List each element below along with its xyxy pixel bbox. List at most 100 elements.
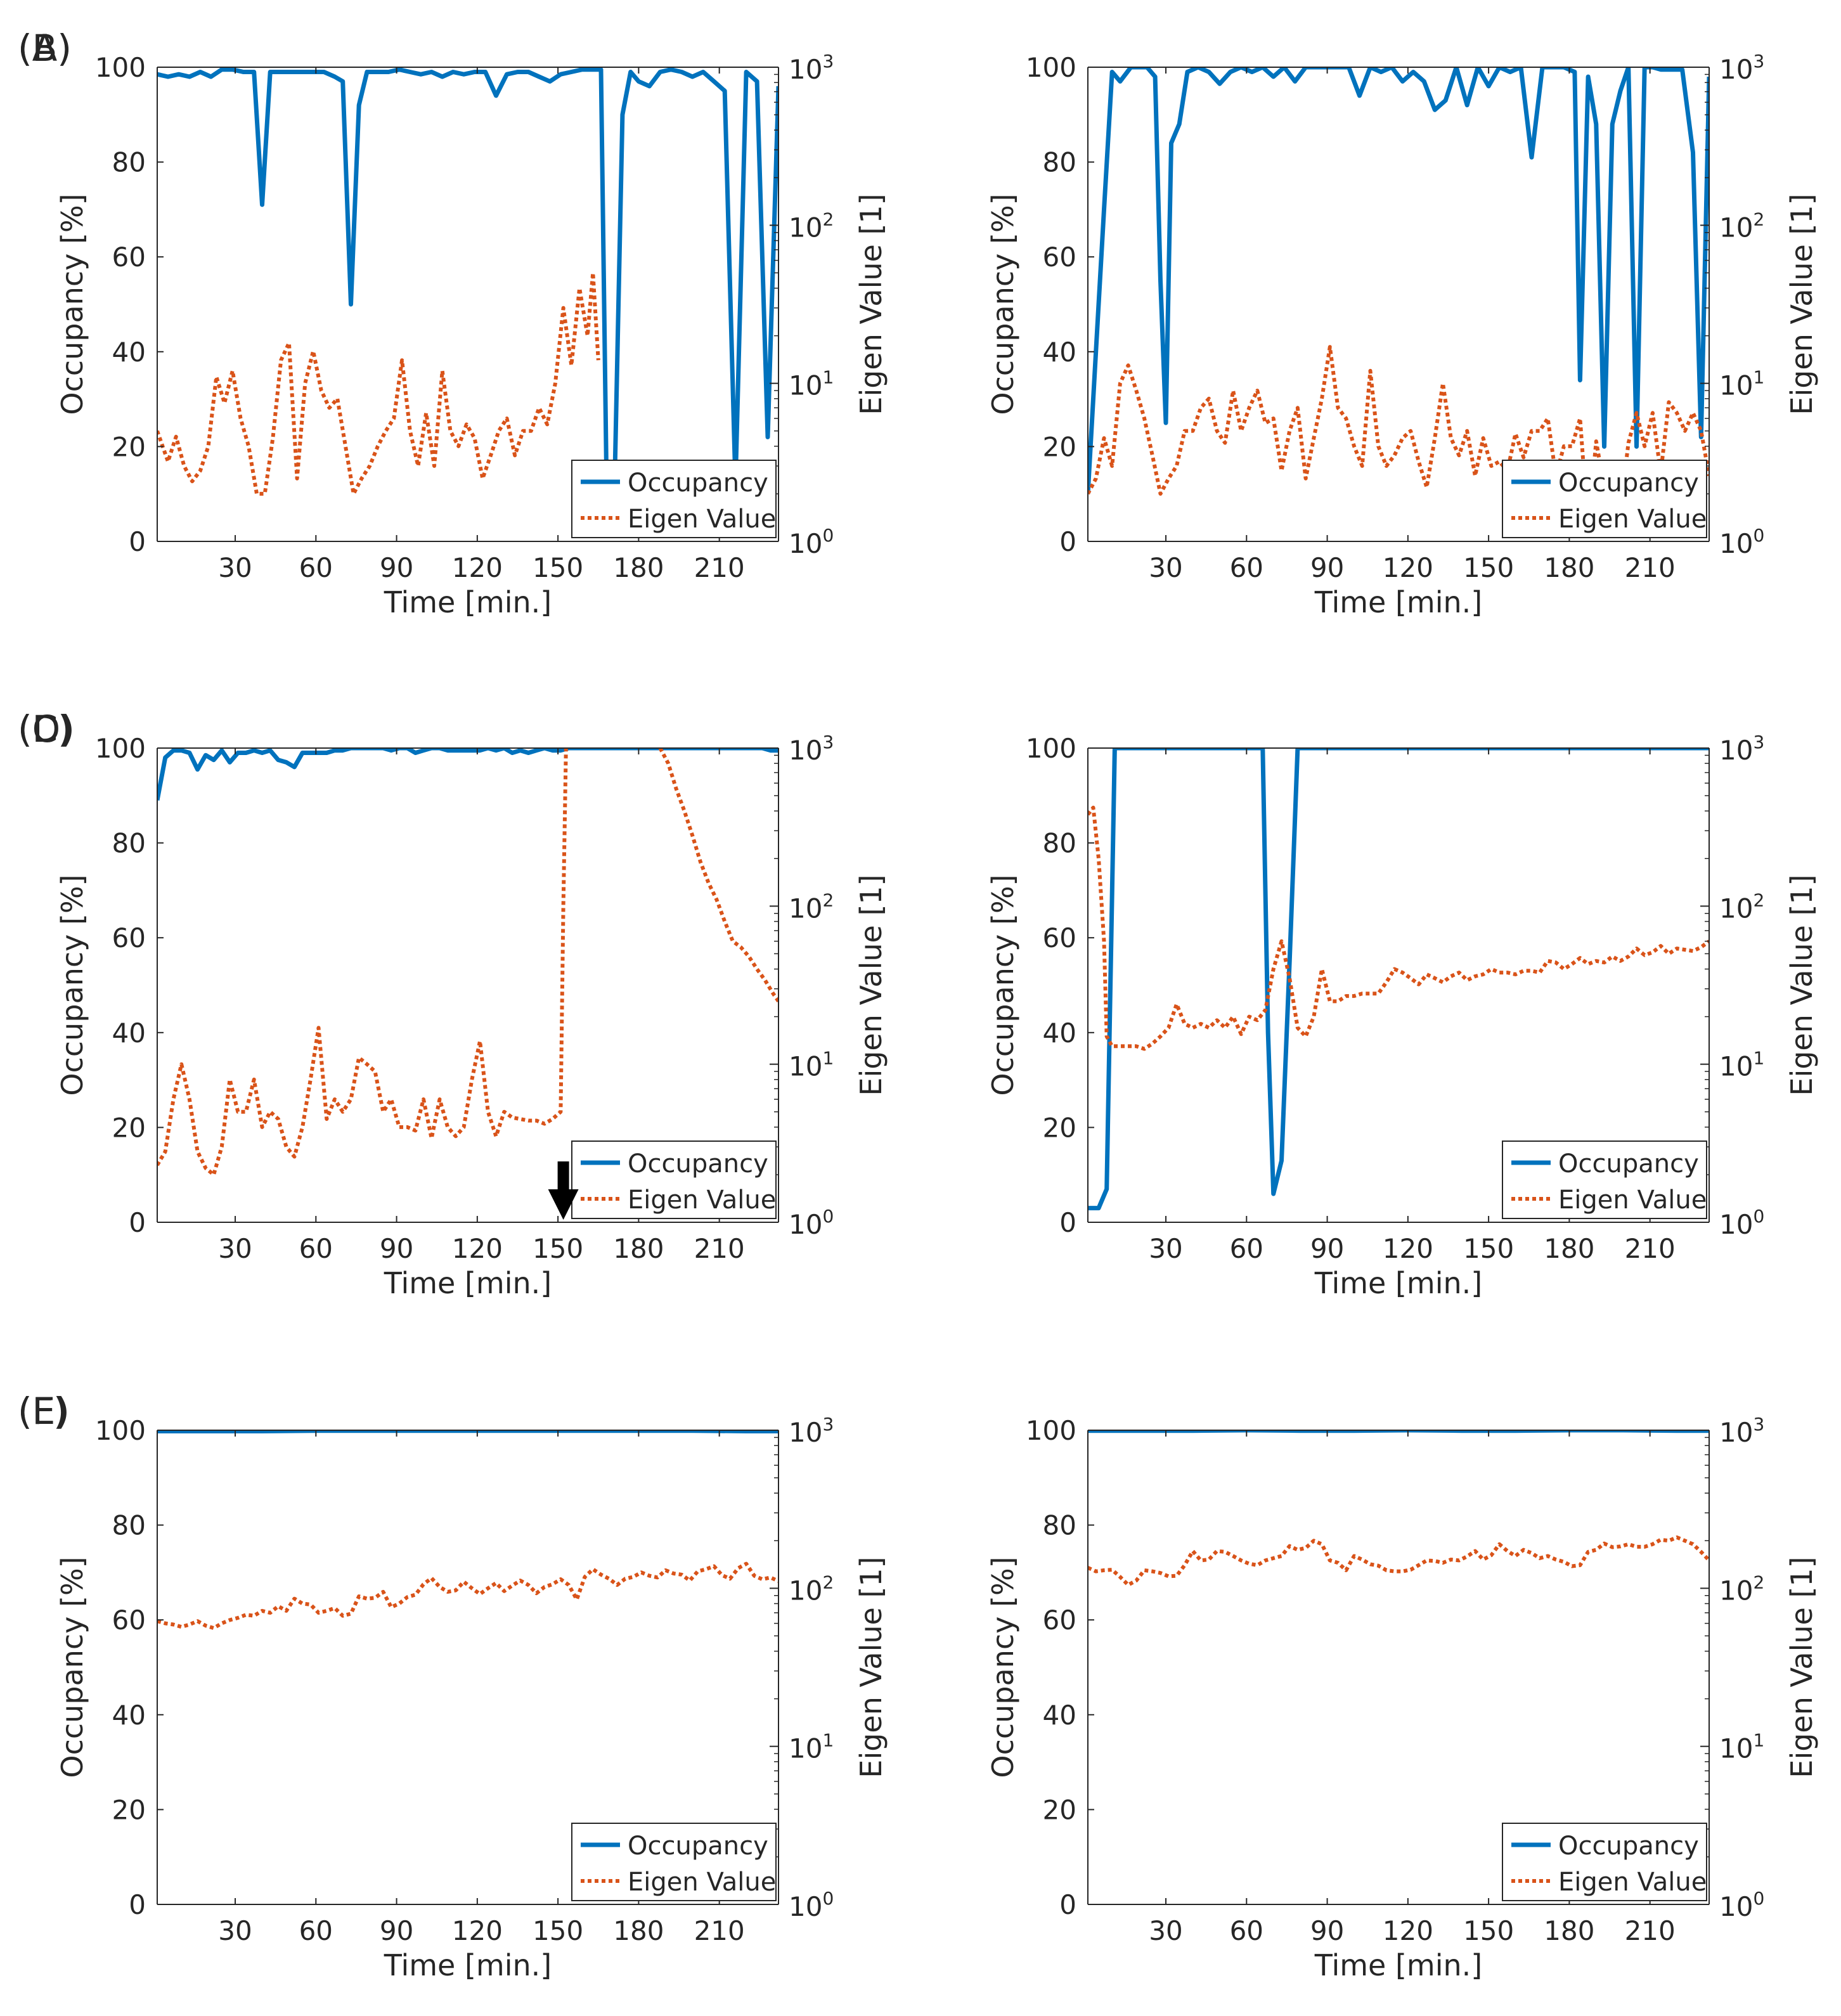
y-left-tick-label: 100 — [1026, 733, 1076, 764]
legend-entry-label: Eigen Value — [628, 1868, 776, 1897]
tick-exponent: 2 — [1753, 889, 1764, 910]
x-tick-label: 210 — [1625, 1233, 1676, 1264]
x-tick-label: 120 — [1383, 1233, 1433, 1264]
tick-exponent: 2 — [822, 209, 834, 229]
y-left-tick-label: 80 — [112, 828, 146, 859]
tick-exponent: 1 — [822, 1730, 834, 1751]
tick-base: 10 — [789, 735, 822, 766]
tick-base: 10 — [1719, 1891, 1753, 1922]
x-axis-label: Time [min.] — [384, 1266, 552, 1300]
legend: Occupancy Eigen Value — [571, 1823, 777, 1901]
y-right-tick-label: 103 — [1719, 51, 1764, 85]
tick-exponent: 3 — [1753, 732, 1764, 753]
tick-exponent: 2 — [1753, 1572, 1764, 1593]
y-right-tick-label: 101 — [1719, 1048, 1764, 1082]
panel-label: (B) — [18, 27, 72, 70]
tick-exponent: 0 — [1753, 525, 1764, 546]
y-right-tick-label: 101 — [789, 1048, 834, 1082]
x-tick-label: 150 — [1463, 1915, 1514, 1946]
x-tick-label: 180 — [613, 1915, 664, 1946]
y-left-tick-label: 20 — [1043, 1794, 1076, 1825]
legend-box — [1502, 1823, 1707, 1901]
panel-label: (E) — [18, 1390, 70, 1433]
x-tick-label: 210 — [694, 552, 745, 583]
y-left-tick-label: 100 — [1026, 1415, 1076, 1446]
x-tick-label: 180 — [613, 552, 664, 583]
x-tick-label: 150 — [533, 1233, 583, 1264]
tick-exponent: 0 — [822, 1206, 834, 1227]
y-left-tick-label: 100 — [1026, 52, 1076, 83]
eigen-value-line — [157, 748, 568, 1177]
y-left-tick-label: 0 — [129, 526, 146, 557]
tick-base: 10 — [789, 1209, 822, 1240]
y-right-tick-label: 101 — [789, 1730, 834, 1764]
tick-exponent: 3 — [822, 1414, 834, 1435]
x-tick-label: 30 — [218, 1915, 252, 1946]
x-tick-label: 30 — [218, 1233, 252, 1264]
tick-base: 10 — [1719, 370, 1753, 401]
y-right-tick-label: 102 — [1719, 1572, 1764, 1606]
y-left-axis-label: Occupancy [%] — [986, 193, 1020, 415]
y-left-tick-label: 20 — [1043, 1112, 1076, 1143]
tick-base: 10 — [789, 1733, 822, 1764]
y-right-tick-label: 103 — [1719, 732, 1764, 766]
x-tick-label: 150 — [1463, 1233, 1514, 1264]
tick-exponent: 1 — [1753, 1730, 1764, 1751]
x-axis-label: Time [min.] — [1314, 1948, 1482, 1982]
y-right-tick-label: 101 — [1719, 1730, 1764, 1764]
occupancy-line — [157, 67, 778, 496]
x-tick-label: 210 — [1625, 552, 1676, 583]
x-axis-label: Time [min.] — [1314, 1266, 1482, 1300]
tick-base: 10 — [789, 212, 822, 243]
y-left-axis-label: Occupancy [%] — [986, 874, 1020, 1095]
legend-box — [1502, 460, 1707, 538]
y-left-tick-label: 40 — [1043, 1700, 1076, 1731]
panel-label: (C) — [18, 708, 72, 751]
x-tick-label: 60 — [299, 1915, 333, 1946]
y-right-tick-label: 102 — [1719, 889, 1764, 924]
x-tick-label: 60 — [1230, 552, 1263, 583]
x-tick-label: 60 — [299, 552, 333, 583]
y-left-tick-label: 40 — [112, 337, 146, 368]
tick-exponent: 3 — [1753, 1414, 1764, 1435]
tick-base: 10 — [1719, 1733, 1753, 1764]
tick-exponent: 2 — [822, 889, 834, 910]
tick-base: 10 — [789, 1051, 822, 1082]
y-left-tick-label: 0 — [1059, 526, 1076, 557]
eigen-value-line — [658, 748, 778, 1003]
tick-exponent: 3 — [1753, 51, 1764, 72]
y-left-tick-label: 40 — [112, 1018, 146, 1049]
y-right-tick-label: 103 — [789, 732, 834, 766]
tick-exponent: 0 — [822, 1888, 834, 1909]
y-left-tick-label: 80 — [112, 1510, 146, 1541]
tick-exponent: 3 — [822, 732, 834, 753]
eigen-value-line — [157, 271, 600, 496]
arrow-shaft — [557, 1161, 569, 1191]
legend-entry-label: Occupancy — [628, 468, 768, 498]
eigen-value-line — [1088, 805, 1709, 1051]
x-tick-label: 30 — [1149, 1233, 1182, 1264]
tick-base: 10 — [1719, 1575, 1753, 1606]
y-left-tick-label: 20 — [112, 1112, 146, 1143]
x-tick-label: 60 — [1230, 1233, 1263, 1264]
y-left-tick-label: 60 — [1043, 242, 1076, 273]
y-left-tick-label: 60 — [112, 922, 146, 953]
x-tick-label: 120 — [452, 1915, 503, 1946]
legend-box — [1502, 1140, 1707, 1219]
y-right-tick-label: 100 — [789, 1888, 834, 1922]
x-axis-label: Time [min.] — [1314, 585, 1482, 619]
tick-exponent: 1 — [1753, 367, 1764, 388]
y-right-tick-label: 100 — [789, 1206, 834, 1240]
y-right-tick-label: 103 — [789, 1414, 834, 1448]
y-right-tick-label: 100 — [1719, 1206, 1764, 1240]
x-tick-label: 120 — [1383, 552, 1433, 583]
x-tick-label: 210 — [1625, 1915, 1676, 1946]
legend-box — [571, 460, 777, 538]
y-right-tick-label: 100 — [1719, 1888, 1764, 1922]
x-tick-label: 120 — [452, 552, 503, 583]
y-left-axis-label: Occupancy [%] — [986, 1556, 1020, 1778]
